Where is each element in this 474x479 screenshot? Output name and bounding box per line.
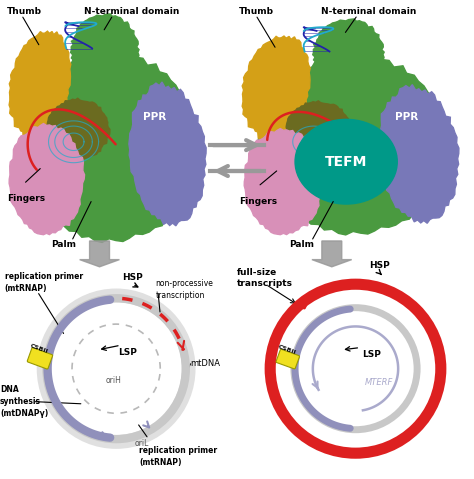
Text: (mtRNAP): (mtRNAP) xyxy=(5,284,47,293)
Polygon shape xyxy=(286,101,352,157)
Text: HSP: HSP xyxy=(369,261,390,270)
Polygon shape xyxy=(9,124,84,235)
Polygon shape xyxy=(378,85,459,223)
Text: Fingers: Fingers xyxy=(7,194,45,203)
Polygon shape xyxy=(242,36,310,140)
Text: transcripts: transcripts xyxy=(237,280,293,288)
FancyBboxPatch shape xyxy=(276,349,300,369)
Text: (mtDNAPγ): (mtDNAPγ) xyxy=(0,409,48,418)
FancyBboxPatch shape xyxy=(27,348,53,369)
Text: oriH: oriH xyxy=(106,376,122,385)
Text: PPR: PPR xyxy=(395,112,418,122)
Text: Fingers: Fingers xyxy=(239,196,277,205)
Polygon shape xyxy=(47,98,110,160)
Text: PPR: PPR xyxy=(143,112,166,122)
Text: HSP: HSP xyxy=(122,273,143,282)
Text: LSP: LSP xyxy=(118,348,137,357)
Polygon shape xyxy=(313,19,384,86)
Polygon shape xyxy=(129,82,206,226)
Text: Thumb: Thumb xyxy=(239,7,274,16)
Text: N-terminal domain: N-terminal domain xyxy=(320,7,416,16)
Ellipse shape xyxy=(295,119,397,204)
Text: DNA: DNA xyxy=(0,385,19,394)
Polygon shape xyxy=(257,52,447,235)
Polygon shape xyxy=(312,241,352,267)
Text: LSP: LSP xyxy=(363,350,382,359)
Text: Palm: Palm xyxy=(290,240,315,249)
Text: non-processive: non-processive xyxy=(155,280,213,288)
Text: CSBII: CSBII xyxy=(277,344,297,355)
Text: CSBII: CSBII xyxy=(29,343,49,354)
Polygon shape xyxy=(71,14,139,86)
Text: replication primer: replication primer xyxy=(139,446,218,455)
Polygon shape xyxy=(244,128,324,235)
Text: MTERF: MTERF xyxy=(365,378,393,387)
Text: N-terminal domain: N-terminal domain xyxy=(84,7,179,16)
Text: transcription: transcription xyxy=(155,291,205,300)
Text: Palm: Palm xyxy=(51,240,76,249)
Text: full-size: full-size xyxy=(237,268,277,277)
Text: (mtRNAP): (mtRNAP) xyxy=(139,458,182,467)
Text: TEFM: TEFM xyxy=(325,155,367,169)
Text: synthesis: synthesis xyxy=(0,397,41,406)
Text: Thumb: Thumb xyxy=(7,7,42,16)
Polygon shape xyxy=(9,31,71,139)
Text: replication primer: replication primer xyxy=(5,273,83,282)
Polygon shape xyxy=(80,241,119,267)
Text: oriL: oriL xyxy=(135,439,149,448)
Text: mtDNA: mtDNA xyxy=(191,360,220,368)
Polygon shape xyxy=(18,49,198,242)
